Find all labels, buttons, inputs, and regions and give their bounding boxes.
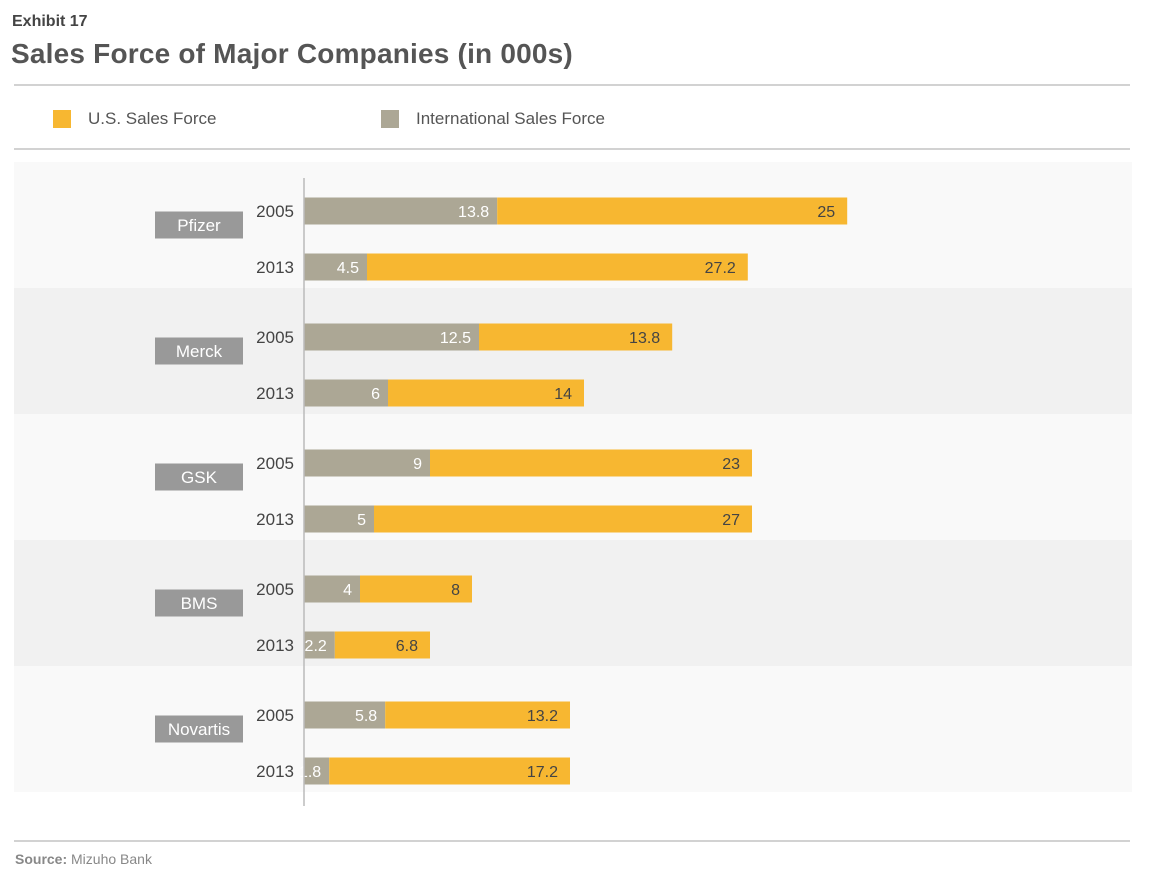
year-tick-label: 2013 xyxy=(256,636,294,655)
bar-us xyxy=(430,449,752,477)
year-tick-label: 2005 xyxy=(256,454,294,473)
bar-international xyxy=(304,379,388,407)
top-divider xyxy=(14,84,1130,86)
bar-us xyxy=(367,253,748,281)
bar-us xyxy=(374,505,752,533)
year-tick-label: 2013 xyxy=(256,510,294,529)
data-label-us: 13.8 xyxy=(629,330,660,347)
data-label-international: 13.8 xyxy=(458,204,489,221)
year-tick-label: 2005 xyxy=(256,706,294,725)
data-label-us: 25 xyxy=(817,204,835,221)
company-label: BMS xyxy=(181,594,218,613)
bar-international xyxy=(304,631,335,659)
data-label-international: 4.5 xyxy=(337,260,359,277)
source-text: Mizuho Bank xyxy=(71,851,152,867)
bar-international xyxy=(304,505,374,533)
data-label-international: 5 xyxy=(357,512,366,529)
year-tick-label: 2005 xyxy=(256,580,294,599)
company-label: Novartis xyxy=(168,720,230,739)
company-badge xyxy=(155,463,243,491)
bar-international xyxy=(304,323,479,351)
legend-item-us: U.S. Sales Force xyxy=(53,108,217,130)
bar-international xyxy=(304,575,360,603)
company-badge xyxy=(155,589,243,617)
legend-swatch-us xyxy=(53,110,71,128)
year-tick-label: 2013 xyxy=(256,762,294,781)
exhibit-label: Exhibit 17 xyxy=(12,13,88,30)
data-label-international: 12.5 xyxy=(440,330,471,347)
data-label-international: 6 xyxy=(371,386,380,403)
bar-international xyxy=(304,253,367,281)
data-label-international: 9 xyxy=(413,456,422,473)
bar-us xyxy=(385,701,570,729)
data-label-us: 17.2 xyxy=(527,764,558,781)
data-label-us: 27.2 xyxy=(705,260,736,277)
year-tick-label: 2013 xyxy=(256,258,294,277)
legend-item-international: International Sales Force xyxy=(381,108,605,130)
bottom-divider xyxy=(14,840,1130,842)
data-label-international: 4 xyxy=(343,582,352,599)
year-tick-label: 2013 xyxy=(256,384,294,403)
bar-us xyxy=(497,197,848,225)
legend-label-us: U.S. Sales Force xyxy=(88,109,217,128)
legend-divider xyxy=(14,148,1130,150)
source-label: Source: xyxy=(15,851,68,867)
bar-international xyxy=(304,449,430,477)
year-tick-label: 2005 xyxy=(256,202,294,221)
data-label-us: 14 xyxy=(554,386,572,403)
source-note: Source: Mizuho Bank xyxy=(15,851,152,867)
bar-us xyxy=(329,757,570,785)
data-label-us: 8 xyxy=(451,582,460,599)
bar-international xyxy=(304,197,498,225)
legend-label-international: International Sales Force xyxy=(416,109,605,128)
year-tick-label: 2005 xyxy=(256,328,294,347)
bar-us xyxy=(479,323,673,351)
bar-international xyxy=(304,757,330,785)
data-label-international: 5.8 xyxy=(355,708,377,725)
data-label-international: 2.2 xyxy=(305,638,327,655)
company-label: Merck xyxy=(176,342,223,361)
bar-us xyxy=(360,575,472,603)
company-badge xyxy=(155,337,243,365)
data-label-us: 6.8 xyxy=(396,638,418,655)
company-label: GSK xyxy=(181,468,218,487)
bar-us xyxy=(334,631,430,659)
chart-title: Sales Force of Major Companies (in 000s) xyxy=(11,38,573,69)
bar-us xyxy=(388,379,584,407)
company-badge xyxy=(155,211,243,239)
legend-swatch-international xyxy=(381,110,399,128)
data-label-us: 27 xyxy=(722,512,740,529)
company-label: Pfizer xyxy=(177,216,221,235)
data-label-international: 1.8 xyxy=(299,764,321,781)
data-label-us: 13.2 xyxy=(527,708,558,725)
company-badge xyxy=(155,715,243,743)
data-label-us: 23 xyxy=(722,456,740,473)
bar-international xyxy=(304,701,386,729)
